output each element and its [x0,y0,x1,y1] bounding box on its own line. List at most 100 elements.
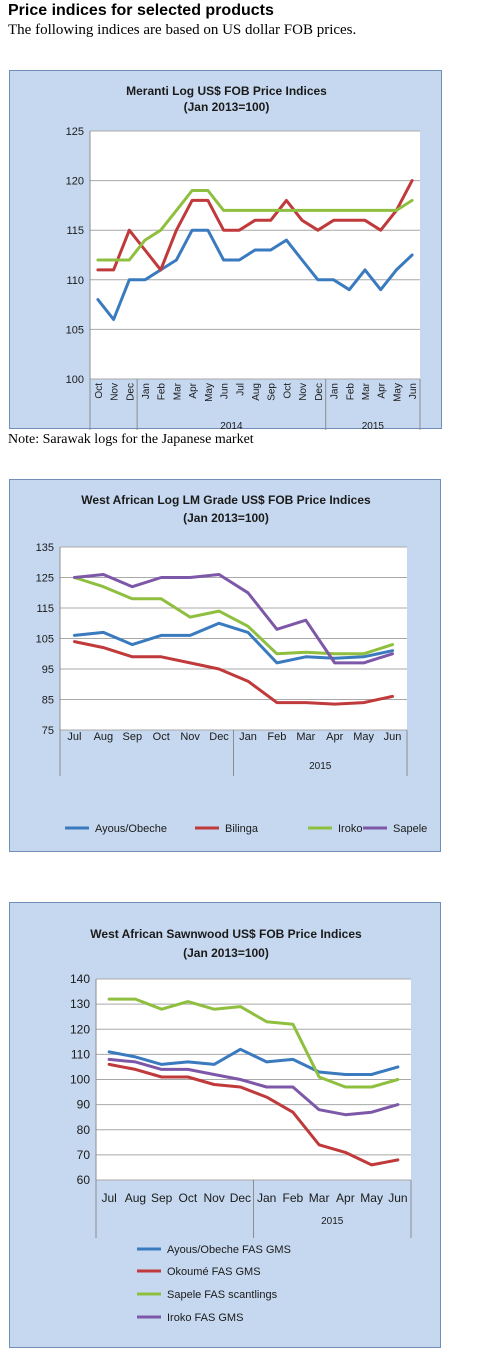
series-line [107,1062,400,1167]
y-tick-label: 125 [66,126,84,138]
y-tick-label: 140 [70,972,90,986]
x-tick-label: Dec [230,1191,251,1205]
y-tick-label: 90 [77,1098,91,1112]
y-tick-label: 60 [77,1173,91,1187]
x-tick-label: Mar [296,731,315,743]
legend-label: Okoumé FAS GMS [167,1266,261,1278]
x-tick-label: Mar [309,1191,330,1205]
x-tick-label: May [360,1191,383,1205]
chart-west-african-sawnwood-svg: West African Sawnwood US$ FOB Price Indi… [70,927,412,1324]
y-tick-label: 85 [42,695,54,707]
x-tick-label: Aug [125,1191,146,1205]
chart-meranti-log: Meranti Log US$ FOB Price Indices (Jan 20… [9,70,442,430]
y-tick-label: 100 [66,374,84,386]
legend-label: Sapele [393,823,427,835]
x-tick-label: Nov [180,731,200,743]
x-tick-label: Nov [203,1191,224,1205]
section-title: Price indices for selected products [8,2,274,19]
x-tick-label: Jan [257,1191,276,1205]
series-line [73,640,394,706]
x-tick-label: Jan [239,731,257,743]
y-tick-label: 120 [70,1022,90,1036]
x-tick-label: Jun [384,731,402,743]
section-intro: The following indices are based on US do… [8,22,357,38]
y-tick-label: 115 [66,225,84,237]
chart-title: Meranti Log US$ FOB Price Indices [126,84,327,98]
x-tick-label: Jan [330,383,341,399]
legend-label: Sapele FAS scantlings [167,1289,278,1301]
chart-title: West African Log LM Grade US$ FOB Price … [81,493,371,507]
y-tick-label: 105 [36,634,54,646]
chart-subtitle: (Jan 2013=100) [183,511,269,525]
series-line [96,179,414,272]
x-tick-label: Oct [282,383,293,399]
series-line [107,1057,400,1117]
x-tick-label: Aug [251,383,262,401]
x-tick-label: Jul [101,1191,116,1205]
series-line [107,1047,400,1076]
legend-label: Bilinga [225,823,259,835]
y-tick-label: 110 [71,1047,90,1061]
chart-subtitle: (Jan 2013=100) [183,946,269,960]
x-tick-label: Apr [336,1191,355,1205]
x-tick-label: Oct [94,383,105,399]
x-tick-label: Sep [123,731,143,743]
y-tick-label: 115 [36,603,54,615]
chart-west-african-log: West African Log LM Grade US$ FOB Price … [9,479,441,852]
y-tick-label: 75 [42,725,54,737]
chart-meranti-log-svg: Meranti Log US$ FOB Price Indices (Jan 20… [66,84,421,430]
x-tick-label: Jun [220,383,231,399]
x-tick-label: Dec [209,731,229,743]
year-label: 2015 [309,761,332,772]
y-tick-label: 105 [66,324,84,336]
x-tick-label: Mar [172,382,183,400]
y-tick-label: 80 [77,1123,91,1137]
y-tick-label: 100 [70,1073,90,1087]
x-tick-label: May [353,731,374,743]
series-line [96,189,414,262]
x-tick-label: Feb [283,1191,304,1205]
y-tick-label: 135 [36,542,54,554]
x-tick-label: Jul [67,731,81,743]
series-line [73,573,394,665]
y-tick-label: 125 [36,573,54,585]
x-tick-label: Jul [235,383,246,396]
legend-label: Iroko FAS GMS [167,1312,243,1324]
x-tick-label: Jan [141,383,152,399]
note: Note: Sarawak logs for the Japanese mark… [8,432,254,447]
x-tick-label: Sep [151,1191,173,1205]
x-tick-label: May [204,383,215,402]
y-tick-label: 95 [42,664,54,676]
series-line [107,997,400,1089]
x-tick-label: Sep [267,383,278,401]
x-tick-label: Mar [361,382,372,400]
x-tick-label: Dec [314,383,325,401]
x-tick-label: Dec [125,383,136,401]
plot-area [90,131,420,379]
series-line [73,576,394,656]
x-tick-label: Aug [94,731,114,743]
chart-title: West African Sawnwood US$ FOB Price Indi… [90,927,362,941]
year-label: 2015 [362,421,385,430]
legend-label: Iroko [338,823,362,835]
x-tick-label: Apr [326,731,343,743]
series-line [73,621,394,665]
legend-label: Ayous/Obeche FAS GMS [167,1244,291,1256]
year-label: 2014 [220,421,243,430]
x-tick-label: Nov [110,383,121,401]
y-tick-label: 70 [77,1148,91,1162]
x-tick-label: Apr [188,382,199,398]
x-tick-label: Apr [377,382,388,398]
y-tick-label: 110 [66,275,84,287]
series-line [96,228,414,321]
y-tick-label: 120 [66,176,84,188]
x-tick-label: May [392,383,403,402]
chart-west-african-sawnwood: West African Sawnwood US$ FOB Price Indi… [9,902,441,1348]
chart-west-african-log-svg: West African Log LM Grade US$ FOB Price … [36,493,428,835]
y-tick-label: 130 [70,997,90,1011]
year-label: 2015 [321,1216,344,1227]
chart-subtitle: (Jan 2013=100) [184,100,270,114]
x-tick-label: Nov [298,383,309,401]
x-tick-label: Jun [388,1191,407,1205]
x-tick-label: Feb [267,731,286,743]
